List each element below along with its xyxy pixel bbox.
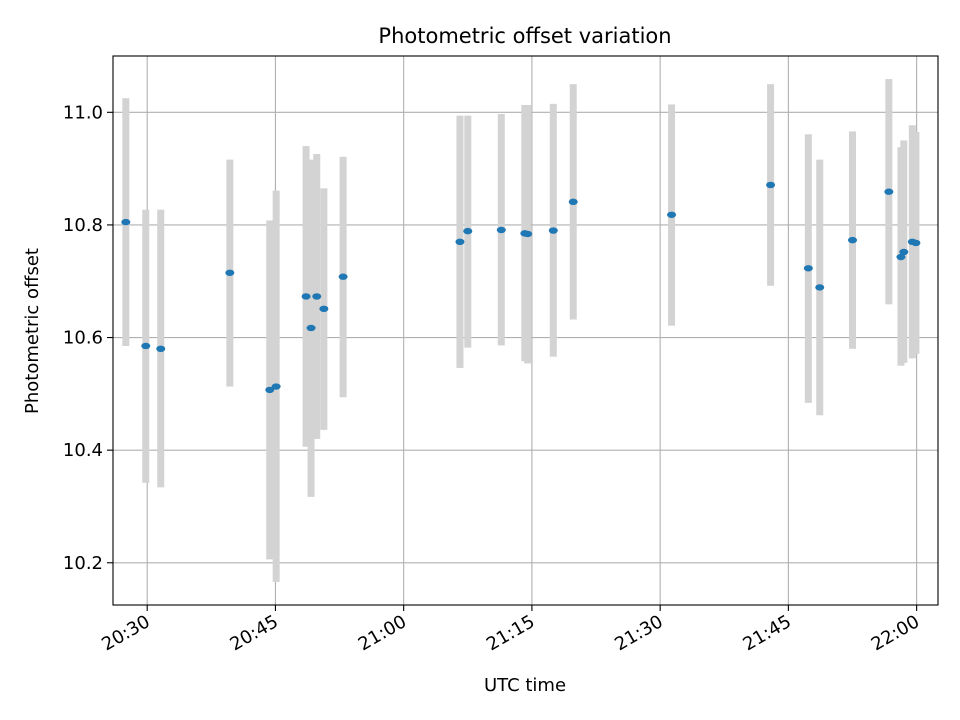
- data-point: [306, 324, 316, 332]
- data-point: [265, 386, 275, 394]
- y-axis-label: Photometric offset: [22, 248, 43, 414]
- data-point: [319, 305, 329, 313]
- data-point: [667, 211, 677, 218]
- data-point: [301, 293, 311, 300]
- data-markers: [121, 181, 921, 394]
- data-point: [896, 253, 906, 261]
- data-point: [141, 342, 151, 350]
- y-tick-label: 10.2: [63, 553, 103, 574]
- data-point: [338, 273, 348, 280]
- data-point: [766, 181, 776, 189]
- data-point: [156, 345, 166, 352]
- data-point: [271, 383, 281, 390]
- data-point: [225, 269, 235, 276]
- data-point: [312, 293, 322, 300]
- data-point: [911, 239, 921, 247]
- y-tick-label: 11.0: [63, 102, 103, 123]
- data-point: [884, 188, 894, 195]
- data-point: [523, 230, 533, 238]
- data-point: [899, 248, 909, 256]
- data-point: [455, 238, 465, 246]
- data-point: [848, 236, 858, 244]
- x-axis-label: UTC time: [484, 675, 566, 696]
- plot-frame: [112, 55, 939, 606]
- y-tick-label: 10.8: [63, 215, 103, 236]
- data-point: [463, 227, 473, 235]
- data-point: [803, 265, 813, 272]
- y-tick-label: 10.4: [63, 440, 103, 461]
- data-point: [548, 227, 558, 234]
- data-point: [815, 284, 825, 291]
- data-point: [568, 198, 578, 206]
- y-tick-label: 10.6: [63, 328, 103, 349]
- data-point: [121, 218, 131, 226]
- chart-title: Photometric offset variation: [378, 24, 671, 48]
- data-point: [496, 226, 506, 234]
